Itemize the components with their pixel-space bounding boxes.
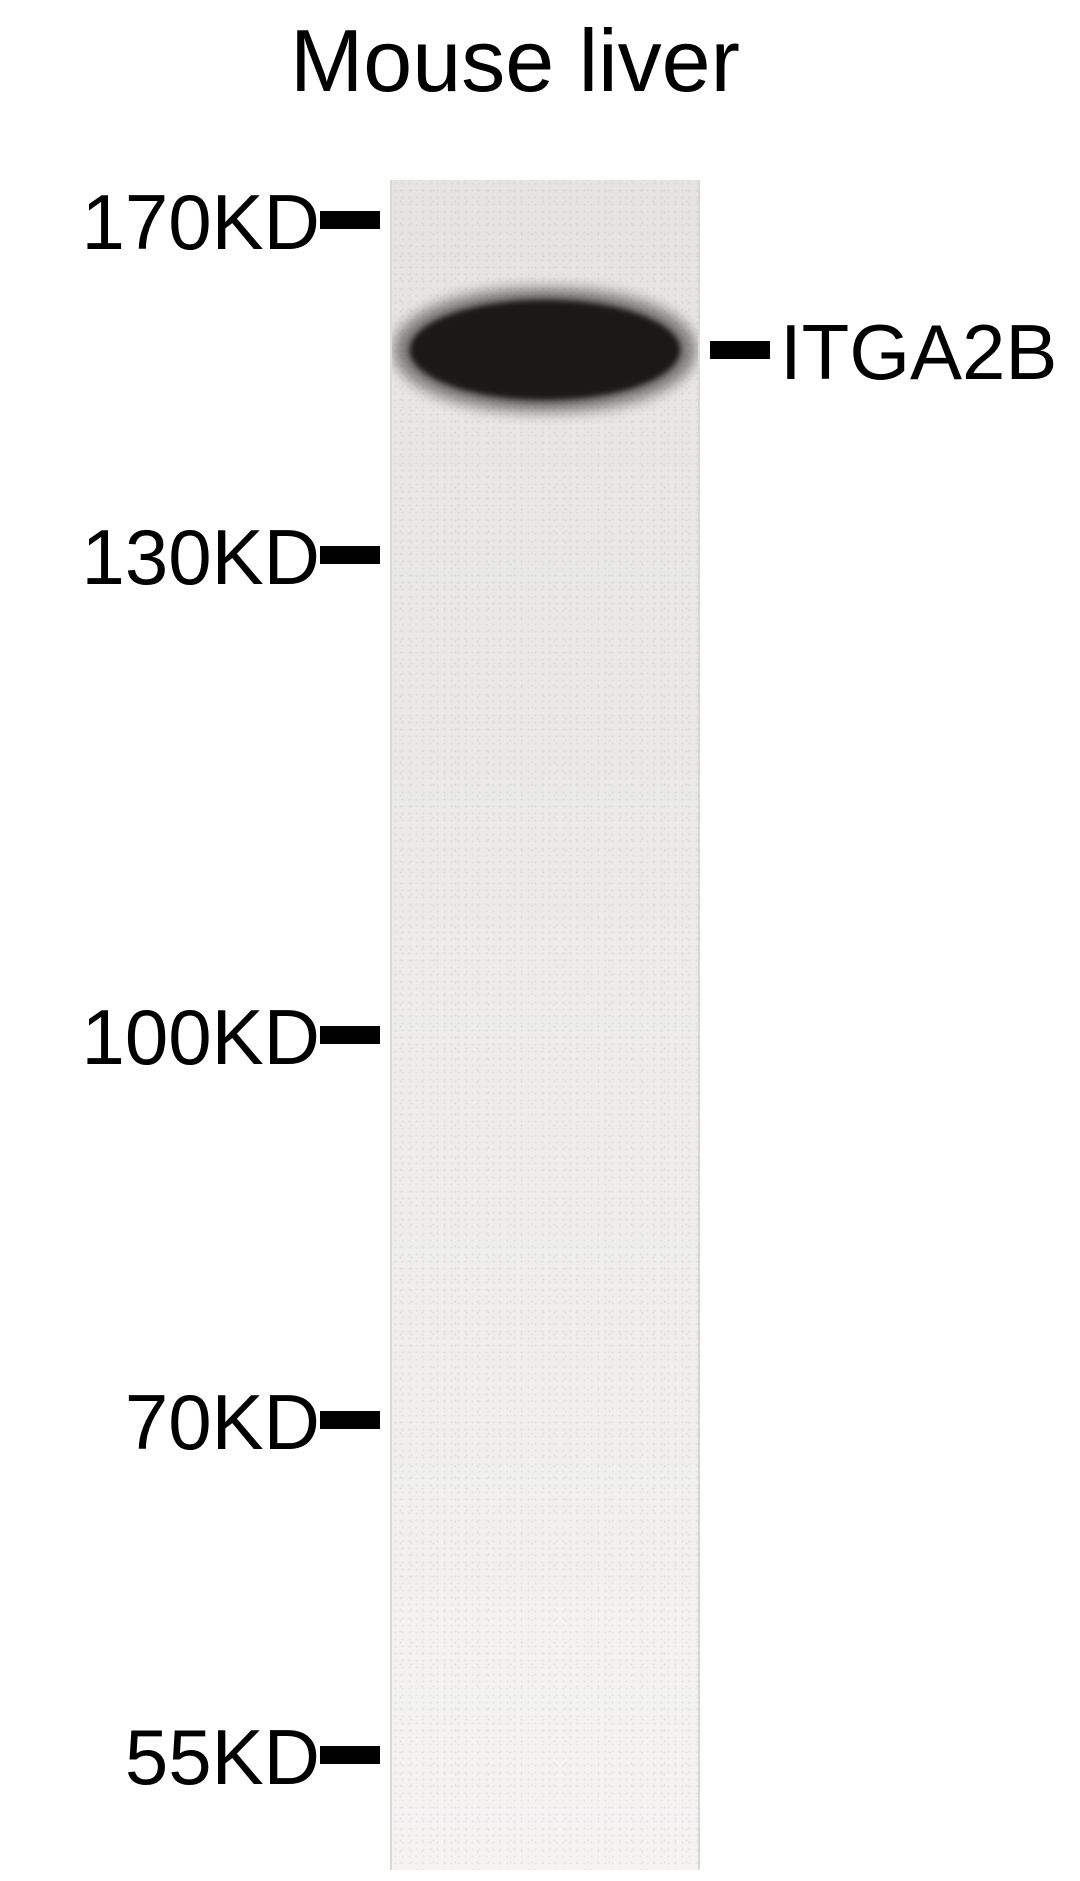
ladder-tick-3	[320, 1411, 380, 1429]
blot-lane	[390, 180, 700, 1870]
western-blot-figure: Mouse liver 170KD 130KD 100KD 70KD 55KD ITGA…	[0, 0, 1080, 1881]
sample-label: Mouse liver	[290, 10, 740, 112]
lane-noise	[392, 180, 698, 1870]
ladder-label-3: 70KD	[125, 1377, 320, 1468]
ladder-tick-4	[320, 1746, 380, 1764]
band-label-ITGA2B: ITGA2B	[780, 307, 1057, 398]
ladder-label-2: 100KD	[82, 992, 321, 1083]
ladder-label-0: 170KD	[82, 177, 321, 268]
ladder-tick-1	[320, 546, 380, 564]
ladder-label-1: 130KD	[82, 512, 321, 603]
band-core-ITGA2B	[410, 301, 679, 400]
band-tick-ITGA2B	[710, 341, 770, 359]
ladder-tick-0	[320, 211, 380, 229]
ladder-tick-2	[320, 1026, 380, 1044]
ladder-label-4: 55KD	[125, 1712, 320, 1803]
